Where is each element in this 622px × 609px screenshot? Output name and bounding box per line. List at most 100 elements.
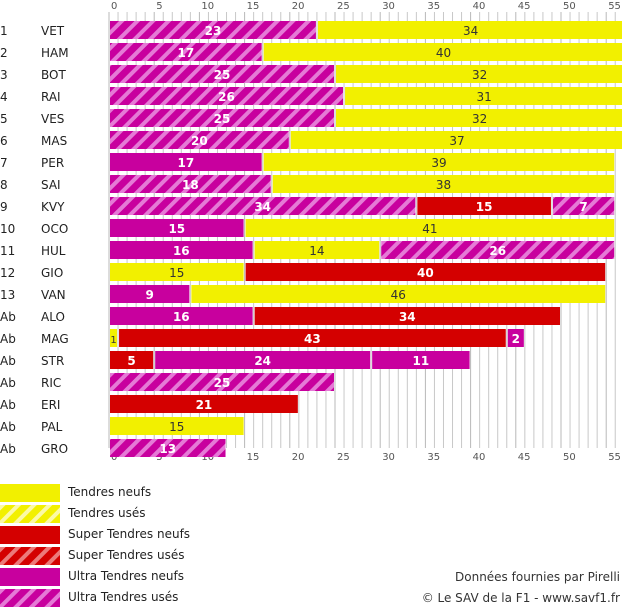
x-tick-label: 40	[473, 1, 486, 12]
driver-code-label: ERI	[41, 398, 60, 412]
position-label: Ab	[0, 442, 16, 456]
driver-code-label: VAN	[41, 288, 66, 302]
legend-swatch	[0, 547, 60, 565]
driver-row-ves: 5 VES 25 32	[0, 109, 622, 127]
stint-bar	[110, 285, 190, 303]
position-label: 7	[0, 156, 8, 170]
stint-bar	[110, 373, 334, 391]
stint-bar	[155, 351, 371, 369]
x-tick-label: 10	[201, 452, 214, 463]
stint-bar	[245, 219, 615, 237]
legend-label: Ultra Tendres usés	[68, 590, 179, 604]
driver-row-oco: 10 OCO 15 41	[0, 219, 615, 237]
driver-row-hul: 11 HUL 16 14 26	[0, 241, 615, 259]
driver-row-str: Ab STR 5 24 11	[0, 351, 470, 369]
legend-label: Super Tendres neufs	[68, 527, 191, 541]
x-tick-label: 5	[156, 452, 162, 463]
stint-laps-label: 34	[254, 200, 271, 214]
driver-code-label: HUL	[41, 244, 66, 258]
x-tick-label: 55	[608, 1, 621, 12]
stint-laps-label: 1	[110, 335, 116, 346]
stint-bar	[110, 241, 253, 259]
stint-bar	[254, 307, 560, 325]
stint-bar	[417, 197, 551, 215]
stint-laps-label: 26	[489, 244, 506, 258]
driver-row-ric: Ab RIC 25	[0, 373, 334, 391]
stint-bar	[110, 329, 118, 347]
driver-row-gro: Ab GRO 13	[0, 439, 226, 457]
x-tick-label: 45	[518, 452, 531, 463]
position-label: 9	[0, 200, 8, 214]
x-tick-label: 15	[247, 1, 260, 12]
stint-laps-label: 15	[168, 222, 185, 236]
driver-code-label: PER	[41, 156, 64, 170]
driver-code-label: RIC	[41, 376, 61, 390]
stint-laps-label: 41	[422, 222, 437, 236]
driver-code-label: OCO	[41, 222, 68, 236]
stint-laps-label: 7	[579, 200, 587, 214]
stint-bar	[110, 21, 316, 39]
stint-bar	[110, 131, 289, 149]
stint-laps-label: 15	[169, 420, 184, 434]
x-tick-label: 30	[382, 1, 395, 12]
stint-laps-label: 26	[218, 90, 235, 104]
stint-laps-label: 13	[159, 442, 176, 456]
position-label: 3	[0, 68, 8, 82]
legend-swatch	[0, 568, 60, 586]
stint-bar	[110, 219, 244, 237]
x-tick-label: 10	[201, 1, 214, 12]
stint-bar	[317, 21, 622, 39]
stint-bar	[290, 131, 622, 149]
position-label: 6	[0, 134, 8, 148]
position-label: 5	[0, 112, 8, 126]
stint-laps-label: 34	[399, 310, 416, 324]
legend-swatch	[0, 484, 60, 502]
stint-laps-label: 17	[177, 156, 194, 170]
legend-label: Ultra Tendres neufs	[68, 569, 185, 583]
driver-code-label: VES	[41, 112, 64, 126]
driver-code-label: PAL	[41, 420, 63, 434]
stint-bar	[110, 65, 334, 83]
stint-bar	[254, 241, 380, 259]
stint-laps-label: 9	[146, 288, 154, 302]
stint-laps-label: 32	[472, 112, 487, 126]
driver-code-label: SAI	[41, 178, 61, 192]
legend-swatch	[0, 505, 60, 523]
stint-laps-label: 31	[477, 90, 492, 104]
driver-code-label: RAI	[41, 90, 61, 104]
stint-laps-label: 25	[214, 112, 231, 126]
stint-bar	[381, 241, 615, 259]
stint-laps-label: 21	[196, 398, 213, 412]
x-tick-label: 35	[427, 452, 440, 463]
stint-laps-label: 16	[173, 244, 190, 258]
x-tick-label: 50	[563, 1, 576, 12]
x-tick-label: 50	[563, 452, 576, 463]
stint-bar	[191, 285, 606, 303]
stint-bar	[110, 263, 244, 281]
stint-bar	[336, 65, 622, 83]
stint-laps-label: 25	[214, 68, 231, 82]
driver-code-label: MAG	[41, 332, 69, 346]
position-label: Ab	[0, 376, 16, 390]
legend-swatch	[0, 526, 60, 544]
stint-laps-label: 5	[127, 354, 135, 368]
driver-code-label: KVY	[41, 200, 65, 214]
driver-row-eri: Ab ERI 21	[0, 395, 298, 413]
driver-code-label: BOT	[41, 68, 66, 82]
driver-code-label: ALO	[41, 310, 65, 324]
position-label: 2	[0, 46, 8, 60]
stint-laps-label: 16	[173, 310, 190, 324]
stint-laps-label: 17	[177, 46, 194, 60]
stint-laps-label: 23	[205, 24, 222, 38]
x-tick-label: 35	[427, 1, 440, 12]
driver-row-mag: Ab MAG 1 43 2	[0, 329, 524, 347]
stint-laps-label: 34	[463, 24, 478, 38]
x-tick-label: 45	[518, 1, 531, 12]
x-tick-label: 25	[337, 452, 350, 463]
legend-label: Tendres usés	[68, 506, 146, 520]
stint-bar	[110, 153, 262, 171]
stint-laps-label: 14	[309, 244, 324, 258]
stint-laps-label: 15	[169, 266, 184, 280]
stint-bar	[110, 351, 154, 369]
stint-bar	[110, 307, 253, 325]
